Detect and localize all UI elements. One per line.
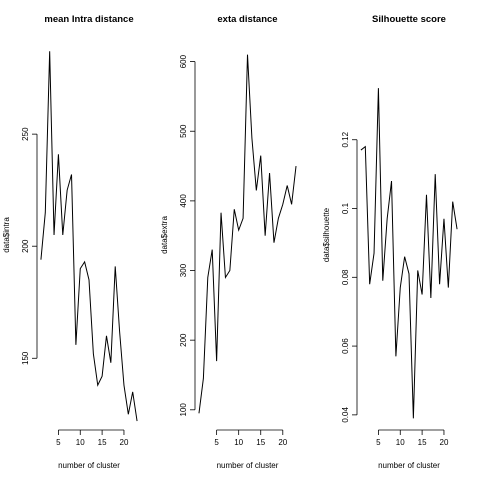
y-axis-label: data$silhouette bbox=[322, 207, 331, 262]
x-tick-label: 20 bbox=[278, 438, 287, 447]
chart-title: mean Intra distance bbox=[44, 14, 133, 25]
y-axis-label: data$extra bbox=[160, 216, 169, 254]
data-line bbox=[360, 88, 458, 419]
x-tick-label: 5 bbox=[56, 438, 61, 447]
x-tick-label: 15 bbox=[256, 438, 265, 447]
y-tick-label: 500 bbox=[179, 124, 188, 138]
x-tick-label: 10 bbox=[76, 438, 85, 447]
y-tick-label: 600 bbox=[179, 54, 188, 68]
y-tick-label: 250 bbox=[21, 127, 30, 141]
chart-title: exta distance bbox=[217, 14, 277, 25]
y-axis-label: data$intra bbox=[2, 217, 11, 253]
x-axis-label: number of cluster bbox=[378, 461, 440, 470]
x-tick-label: 10 bbox=[396, 438, 405, 447]
x-tick-label: 10 bbox=[234, 438, 243, 447]
x-tick-label: 15 bbox=[98, 438, 107, 447]
y-tick-label: 0.04 bbox=[341, 407, 350, 423]
x-tick-label: 5 bbox=[214, 438, 219, 447]
y-tick-label: 0.06 bbox=[341, 338, 350, 354]
x-tick-label: 20 bbox=[120, 438, 129, 447]
x-tick-label: 15 bbox=[418, 438, 427, 447]
y-tick-label: 200 bbox=[179, 333, 188, 347]
y-tick-label: 0.12 bbox=[341, 131, 350, 147]
y-tick-label: 0.1 bbox=[341, 202, 350, 214]
data-line bbox=[198, 54, 297, 414]
x-tick-label: 20 bbox=[440, 438, 449, 447]
y-tick-label: 0.08 bbox=[341, 269, 350, 285]
y-tick-label: 300 bbox=[179, 263, 188, 277]
x-tick-label: 5 bbox=[376, 438, 381, 447]
y-tick-label: 150 bbox=[21, 351, 30, 365]
y-tick-label: 100 bbox=[179, 403, 188, 417]
chart-title: Silhouette score bbox=[372, 14, 446, 25]
x-axis-label: number of cluster bbox=[217, 461, 279, 470]
data-line bbox=[40, 51, 138, 422]
y-tick-label: 200 bbox=[21, 239, 30, 253]
x-axis-label: number of cluster bbox=[58, 461, 120, 470]
y-tick-label: 400 bbox=[179, 194, 188, 208]
